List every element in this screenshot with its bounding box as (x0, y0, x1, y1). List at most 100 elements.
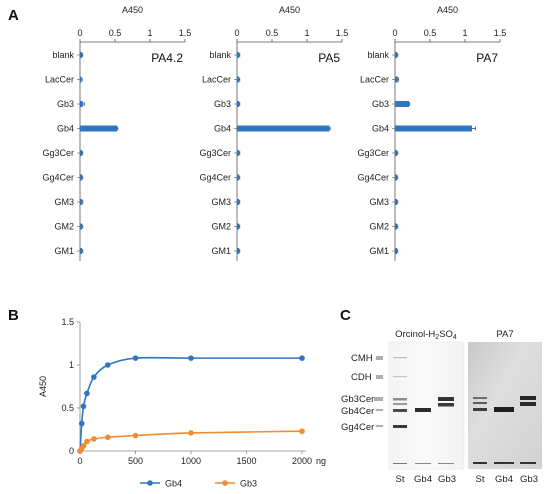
bar (80, 150, 83, 156)
category-label: Gg4Cer (199, 173, 231, 183)
panel-label-a: A (8, 7, 19, 24)
bar (237, 199, 240, 205)
bar (80, 101, 83, 107)
category-label: blank (52, 50, 74, 60)
data-point-gb3 (91, 436, 97, 442)
x-tick-label: 1.5 (336, 28, 349, 38)
bar (80, 248, 83, 254)
bar (80, 199, 83, 205)
bar (395, 125, 472, 132)
bar (237, 150, 240, 156)
category-label: GM3 (211, 197, 231, 207)
category-label: Gb4 (372, 124, 389, 134)
category-label: GM2 (211, 222, 231, 232)
lane-left-gb4: Gb4 (414, 474, 432, 485)
bar (237, 223, 240, 230)
marker-cmh: CMH (351, 353, 373, 364)
x-tick-label: 1.5 (494, 28, 507, 38)
data-point-gb3 (80, 443, 87, 449)
category-label: GM3 (54, 197, 74, 207)
bands-pa7 (473, 396, 536, 464)
blot-title-pa7: PA7 (496, 329, 513, 340)
x-tick-label: 0 (392, 28, 397, 38)
category-label: GM2 (369, 222, 389, 232)
lane-right-gb4: Gb4 (495, 474, 513, 485)
panel-label-c: C (340, 307, 351, 324)
bar (395, 76, 398, 83)
blot-title-orcinol: Orcinol-H2SO4 (395, 329, 457, 341)
category-label: GM1 (211, 246, 231, 256)
x-tick-label: 1 (304, 28, 309, 38)
category-label: blank (209, 50, 231, 60)
x-tick-label: 0.5 (266, 28, 279, 38)
legend-marker (147, 480, 153, 486)
data-point-gb3 (188, 430, 194, 436)
line-chart-dose-response: 0 0.5 1 1.5 0 500 1000 1500 2000 ng A450 Gb4 Gb3 (38, 317, 326, 489)
chart-title: PA5 (318, 51, 340, 65)
bar (395, 150, 398, 156)
bar-chart-pa4-2: A450 0 0.5 1 1.5 PA4.2 blank LacCer Gb3 Gb4 Gg3Cer… (42, 5, 191, 261)
category-label: Gb4 (57, 124, 74, 134)
x-tick-label: 0.5 (424, 28, 437, 38)
bar (80, 125, 118, 132)
data-point-gb4 (80, 403, 87, 410)
lane-right-gb3: Gb3 (520, 474, 538, 485)
x-tick-label: 2000 (292, 456, 312, 466)
bar (395, 101, 409, 107)
data-point-gb4 (104, 362, 111, 368)
bar (237, 248, 240, 254)
category-label: Gb4 (214, 124, 231, 134)
data-point-gb3 (132, 432, 139, 439)
bar-chart-pa5: A450 0 0.5 1 1.5 PA5 blank LacCer Gb3 Gb4 Gg3Cer Gg… (199, 5, 348, 261)
category-label: Gg3Cer (357, 148, 389, 158)
data-point-gb3 (299, 428, 305, 435)
lane-left-gb3: Gb3 (438, 474, 456, 485)
category-label: Gg3Cer (199, 148, 231, 158)
chart-title: PA4.2 (151, 51, 183, 65)
data-point-gb4 (188, 355, 194, 361)
bands-orcinol (393, 357, 454, 464)
category-label: blank (367, 50, 389, 60)
bar (80, 174, 83, 181)
x-tick-label: 1 (462, 28, 467, 38)
category-label: Gg4Cer (42, 173, 74, 183)
category-label: Gg4Cer (357, 173, 389, 183)
bar (80, 223, 83, 230)
y-tick-label: 0.5 (61, 403, 74, 413)
marker-gg4cer: Gg4Cer (341, 422, 374, 433)
marker-cdh: CDH (351, 372, 372, 383)
x-tick-label: 0 (77, 456, 82, 466)
x-tick-label: 500 (128, 456, 143, 466)
category-label: GM1 (369, 246, 389, 256)
category-label: Gb3 (214, 99, 231, 109)
x-tick-label: 1 (147, 28, 152, 38)
bar (80, 52, 83, 58)
x-tick-label: 0 (77, 28, 82, 38)
data-point-gb4 (132, 355, 139, 361)
x-axis-title: A450 (279, 5, 300, 15)
x-tick-label: 1500 (236, 456, 256, 466)
panel-label-b: B (8, 307, 19, 324)
data-point-gb4 (78, 420, 85, 427)
data-point-gb4 (299, 355, 305, 361)
x-unit-label: ng (316, 456, 326, 466)
data-point-gb4 (84, 390, 90, 397)
tlc-blot: Orcinol-H2SO4 PA7 CMH CDH Gb3Cer Gb4Cer … (341, 329, 542, 485)
chart-title: PA7 (476, 51, 498, 65)
category-label: GM2 (54, 222, 74, 232)
category-label: GM1 (54, 246, 74, 256)
category-label: LacCer (360, 75, 389, 85)
category-label: LacCer (45, 75, 74, 85)
bar (237, 76, 240, 83)
data-point-gb3 (84, 438, 90, 445)
category-label: GM3 (369, 197, 389, 207)
marker-gb3cer: Gb3Cer (341, 394, 374, 405)
x-tick-label: 1000 (181, 456, 201, 466)
bar (395, 199, 398, 205)
bar (395, 52, 398, 58)
category-label: Gb3 (57, 99, 74, 109)
data-point-gb4 (91, 374, 97, 380)
bar (80, 76, 82, 83)
bar (237, 174, 240, 181)
